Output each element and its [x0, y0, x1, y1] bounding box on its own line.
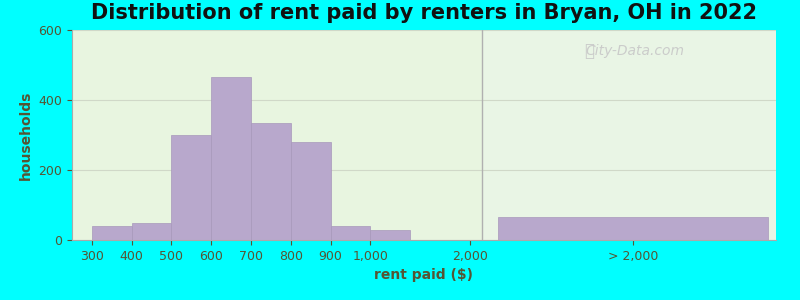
- Bar: [330, 226, 370, 240]
- Bar: [92, 226, 132, 240]
- Text: ⓘ: ⓘ: [585, 42, 594, 60]
- Bar: [211, 77, 251, 240]
- Bar: [498, 217, 768, 240]
- Bar: [290, 142, 330, 240]
- Bar: [370, 230, 410, 240]
- Bar: [171, 135, 211, 240]
- X-axis label: rent paid ($): rent paid ($): [374, 268, 474, 282]
- Text: City-Data.com: City-Data.com: [586, 44, 685, 58]
- Title: Distribution of rent paid by renters in Bryan, OH in 2022: Distribution of rent paid by renters in …: [91, 3, 757, 23]
- Bar: [132, 223, 171, 240]
- Y-axis label: households: households: [19, 90, 33, 180]
- Bar: [482, 30, 776, 240]
- Bar: [251, 123, 290, 240]
